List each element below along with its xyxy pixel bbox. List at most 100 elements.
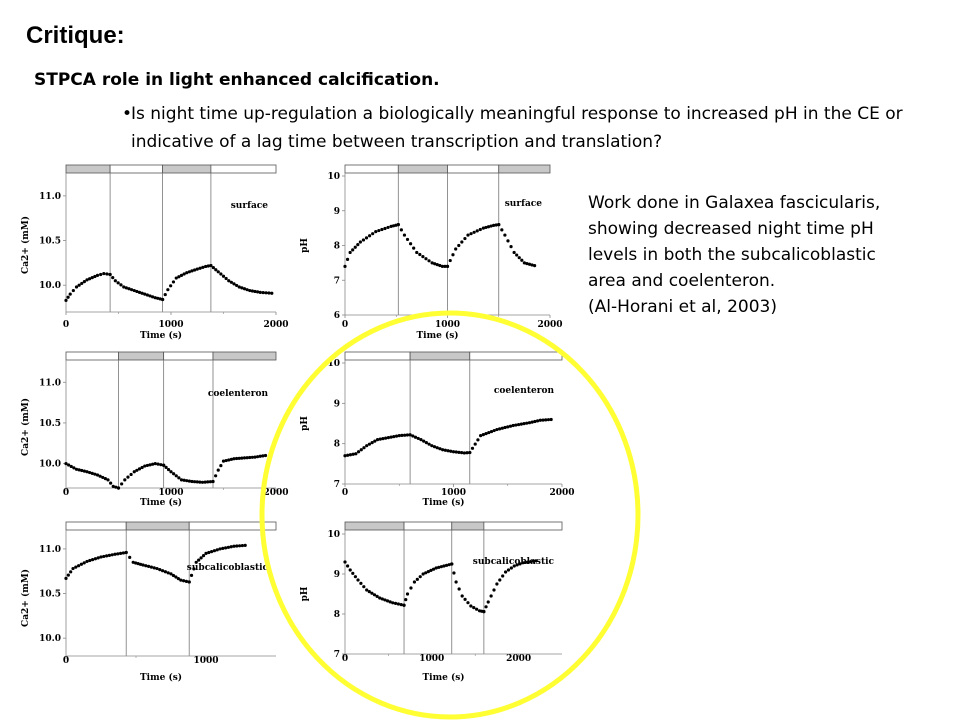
data-point: [238, 544, 242, 548]
y-axis-label: pH: [300, 586, 310, 601]
y-tick-label: 8: [334, 242, 340, 252]
data-point: [68, 292, 72, 296]
data-point: [95, 473, 100, 477]
data-point: [211, 266, 215, 270]
data-point: [267, 291, 271, 295]
data-point: [77, 564, 81, 568]
data-point: [447, 563, 451, 567]
data-point: [384, 436, 388, 440]
y-tick-label: 11.0: [39, 192, 61, 202]
x-axis-label: Time (s): [140, 672, 182, 683]
data-point: [256, 290, 260, 294]
data-point: [158, 297, 162, 301]
data-point: [427, 259, 431, 263]
data-point: [526, 560, 530, 564]
light-period-segment: [210, 164, 277, 174]
data-point: [372, 593, 377, 597]
chart-panel-coelenteron-calcium: 10.0 10.5 11.0 0 1000 2000 Time (s) Ca2+ (mM) co…: [20, 351, 289, 508]
data-point: [128, 555, 132, 560]
x-tick-label: 1000: [193, 656, 218, 666]
x-tick-label: 1000: [158, 488, 183, 498]
data-point: [404, 598, 408, 602]
light-period-segment: [109, 164, 163, 174]
data-point: [145, 293, 149, 297]
data-point: [153, 296, 157, 300]
data-point: [427, 442, 431, 446]
data-point: [497, 223, 501, 227]
data-point: [434, 566, 438, 570]
data-point: [107, 553, 111, 557]
data-point: [219, 464, 223, 468]
data-point: [153, 462, 157, 466]
data-point: [506, 239, 510, 243]
data-point: [509, 245, 513, 249]
data-point: [492, 588, 496, 592]
data-point: [439, 565, 443, 569]
data-point: [487, 430, 491, 435]
data-point: [430, 444, 434, 448]
data-point: [463, 597, 467, 601]
data-point: [156, 296, 160, 300]
y-tick-label: 9: [334, 399, 340, 409]
data-point: [492, 428, 496, 433]
data-point: [126, 475, 130, 479]
data-point: [229, 545, 233, 549]
data-point: [148, 294, 152, 298]
data-point: [245, 288, 249, 292]
data-point: [409, 586, 413, 590]
chart-panel-coelenteron-ph: 7 8 9 10 0 1000 2000 Time (s) pH coelenteron: [300, 351, 575, 508]
data-point: [380, 597, 384, 601]
data-point: [396, 602, 400, 606]
data-point: [463, 236, 467, 241]
data-point: [190, 269, 194, 273]
data-point: [359, 581, 363, 585]
x-tick-label: 0: [63, 488, 69, 498]
data-point: [508, 424, 513, 428]
panel-label: coelenteron: [208, 389, 269, 399]
data-point: [361, 238, 366, 242]
data-point: [136, 562, 140, 566]
data-point: [224, 458, 228, 463]
data-point: [484, 605, 488, 609]
data-point: [144, 564, 148, 568]
data-point: [356, 243, 360, 247]
data-point: [466, 601, 470, 605]
x-tick-label: 2000: [263, 320, 288, 330]
x-tick-label: 2000: [537, 320, 562, 330]
light-period-segment: [65, 521, 127, 531]
data-point: [371, 232, 375, 236]
data-point: [169, 572, 173, 576]
x-tick-label: 2000: [263, 488, 288, 498]
data-point: [169, 470, 173, 474]
data-point: [74, 565, 78, 569]
x-tick-label: 0: [63, 656, 69, 666]
data-point: [452, 571, 456, 575]
data-point: [135, 289, 139, 294]
data-point: [424, 257, 428, 261]
data-point: [261, 290, 265, 295]
data-point: [365, 444, 369, 448]
data-point: [514, 423, 518, 427]
x-tick-label: 0: [63, 320, 69, 330]
data-point: [138, 562, 143, 566]
data-point: [245, 456, 249, 460]
data-point: [533, 264, 537, 268]
data-point: [105, 272, 109, 276]
chart-panel-surface-calcium: 10.0 10.5 11.0 0 1000 2000 Time (s) Ca2+ (mM) su…: [20, 164, 289, 341]
data-point: [127, 287, 131, 291]
data-point: [116, 486, 121, 490]
slide-subtitle: STPCA role in light enhanced calcificati…: [34, 70, 440, 90]
data-point: [383, 226, 387, 231]
data-point: [445, 264, 450, 268]
data-point: [174, 276, 178, 280]
y-axis-label: Ca2+ (mM): [20, 216, 31, 274]
data-point: [187, 580, 191, 584]
data-point: [193, 268, 197, 272]
data-point: [80, 468, 84, 473]
data-point: [64, 462, 68, 466]
data-point: [179, 478, 184, 482]
data-point: [391, 601, 395, 605]
data-point: [195, 480, 199, 484]
data-point: [229, 280, 233, 284]
data-point: [451, 450, 456, 454]
